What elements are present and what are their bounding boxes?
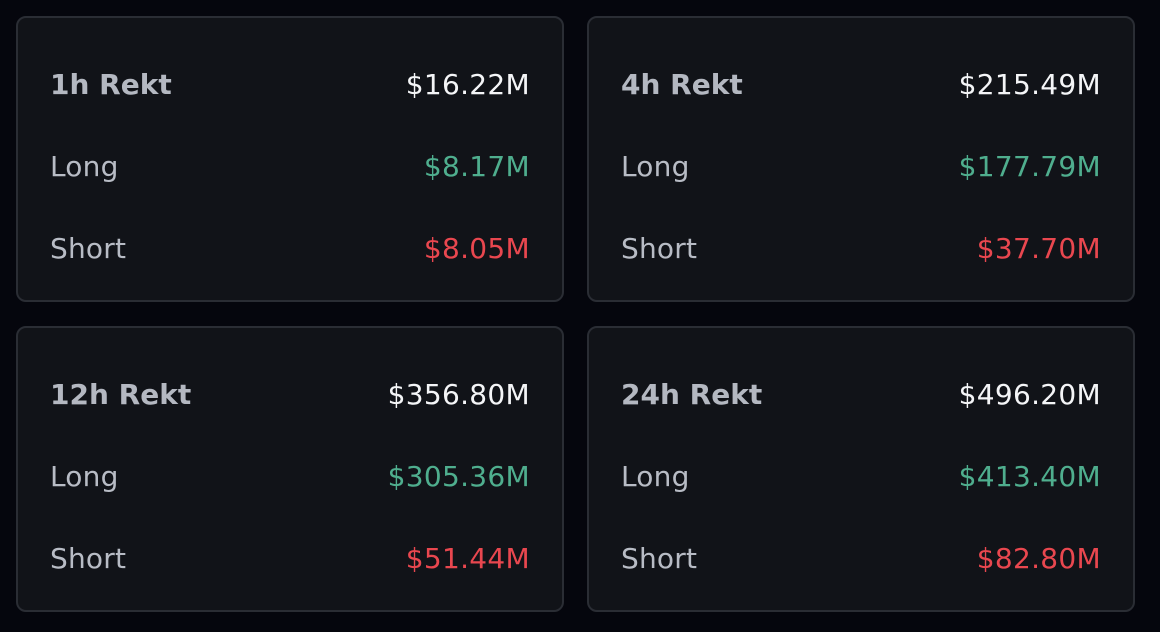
short-row: Short $37.70M bbox=[621, 228, 1101, 268]
total-row: 4h Rekt $215.49M bbox=[621, 64, 1101, 104]
long-row: Long $8.17M bbox=[50, 146, 530, 186]
long-label: Long bbox=[50, 149, 119, 183]
short-label: Short bbox=[621, 231, 698, 265]
short-value: $51.44M bbox=[405, 541, 530, 575]
short-row: Short $8.05M bbox=[50, 228, 530, 268]
total-value: $215.49M bbox=[958, 67, 1101, 101]
long-label: Long bbox=[621, 459, 690, 493]
card-title: 12h Rekt bbox=[50, 377, 192, 411]
total-value: $16.22M bbox=[405, 67, 530, 101]
short-row: Short $82.80M bbox=[621, 538, 1101, 578]
long-value: $305.36M bbox=[387, 459, 530, 493]
long-label: Long bbox=[621, 149, 690, 183]
rekt-card-4h: 4h Rekt $215.49M Long $177.79M Short $37… bbox=[587, 16, 1135, 302]
total-row: 24h Rekt $496.20M bbox=[621, 374, 1101, 414]
total-value: $496.20M bbox=[958, 377, 1101, 411]
card-title: 24h Rekt bbox=[621, 377, 763, 411]
short-label: Short bbox=[621, 541, 698, 575]
short-value: $82.80M bbox=[976, 541, 1101, 575]
short-value: $37.70M bbox=[976, 231, 1101, 265]
rekt-card-1h: 1h Rekt $16.22M Long $8.17M Short $8.05M bbox=[16, 16, 564, 302]
long-row: Long $177.79M bbox=[621, 146, 1101, 186]
long-value: $177.79M bbox=[958, 149, 1101, 183]
card-title: 1h Rekt bbox=[50, 67, 172, 101]
rekt-card-12h: 12h Rekt $356.80M Long $305.36M Short $5… bbox=[16, 326, 564, 612]
rekt-card-24h: 24h Rekt $496.20M Long $413.40M Short $8… bbox=[587, 326, 1135, 612]
card-title: 4h Rekt bbox=[621, 67, 743, 101]
long-label: Long bbox=[50, 459, 119, 493]
total-row: 12h Rekt $356.80M bbox=[50, 374, 530, 414]
short-label: Short bbox=[50, 541, 127, 575]
short-row: Short $51.44M bbox=[50, 538, 530, 578]
long-row: Long $413.40M bbox=[621, 456, 1101, 496]
total-value: $356.80M bbox=[387, 377, 530, 411]
total-row: 1h Rekt $16.22M bbox=[50, 64, 530, 104]
short-value: $8.05M bbox=[423, 231, 530, 265]
long-value: $413.40M bbox=[958, 459, 1101, 493]
short-label: Short bbox=[50, 231, 127, 265]
long-value: $8.17M bbox=[423, 149, 530, 183]
long-row: Long $305.36M bbox=[50, 456, 530, 496]
